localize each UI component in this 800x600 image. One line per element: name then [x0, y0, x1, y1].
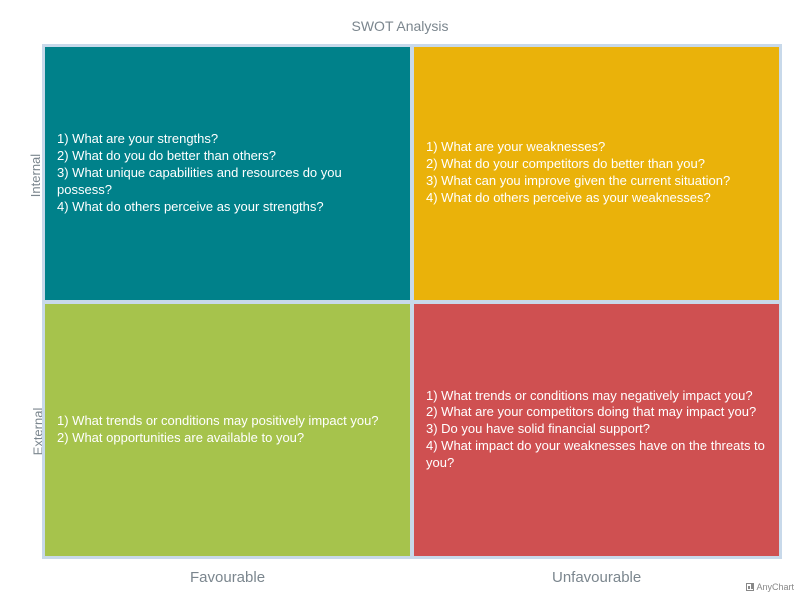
swot-grid: 1) What are your strengths? 2) What do y… — [42, 44, 782, 559]
x-axis-label-favourable: Favourable — [190, 569, 265, 586]
chart-icon — [746, 583, 754, 591]
y-axis-label-internal: Internal — [28, 154, 43, 197]
quadrant-weaknesses-text: 1) What are your weaknesses? 2) What do … — [426, 139, 730, 207]
quadrant-weaknesses: 1) What are your weaknesses? 2) What do … — [412, 45, 781, 302]
credit-label: AnyChart — [746, 582, 794, 592]
quadrant-opportunities-text: 1) What trends or conditions may positiv… — [57, 413, 379, 447]
swot-container: SWOT Analysis Internal External 1) What … — [0, 0, 800, 600]
x-axis-label-unfavourable: Unfavourable — [552, 569, 641, 586]
quadrant-strengths: 1) What are your strengths? 2) What do y… — [43, 45, 412, 302]
quadrant-opportunities: 1) What trends or conditions may positiv… — [43, 302, 412, 559]
quadrant-strengths-text: 1) What are your strengths? 2) What do y… — [57, 131, 398, 215]
quadrant-threats-text: 1) What trends or conditions may negativ… — [426, 388, 767, 472]
credit-text: AnyChart — [756, 582, 794, 592]
quadrant-threats: 1) What trends or conditions may negativ… — [412, 302, 781, 559]
chart-title: SWOT Analysis — [0, 18, 800, 34]
